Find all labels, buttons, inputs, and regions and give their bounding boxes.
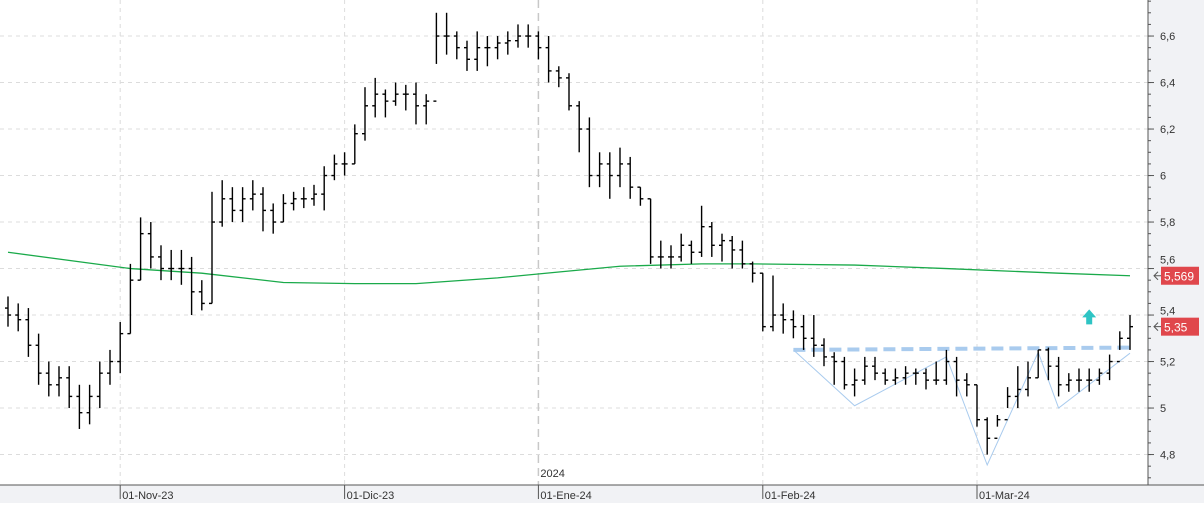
- y-tick-label: 4,8: [1160, 450, 1175, 462]
- y-tick-label: 6: [1160, 171, 1166, 183]
- y-tick-label: 6,2: [1160, 124, 1175, 136]
- y-tick-label: 6,4: [1160, 78, 1175, 90]
- x-tick-label: 01-Mar-24: [979, 490, 1030, 502]
- y-tick-label: 5,6: [1160, 255, 1175, 267]
- y-tick-label: 5,2: [1160, 357, 1175, 369]
- ma-value-label: 5,569: [1164, 270, 1194, 284]
- y-tick-label: 5,8: [1160, 217, 1175, 229]
- ohlc-bars: [5, 12, 1133, 455]
- pattern-outline: [793, 349, 1131, 467]
- x-axis-panel[interactable]: [0, 485, 1204, 503]
- moving-average: [7, 251, 1131, 285]
- y-tick-label: 5,4: [1160, 306, 1175, 318]
- x-tick-label: 01-Nov-23: [122, 490, 173, 502]
- last-price-label-bg: [1161, 317, 1199, 336]
- neckline: [793, 345, 1131, 352]
- last-price-label: 5,35: [1164, 321, 1188, 335]
- pattern-lines: [793, 345, 1131, 467]
- price-tags: 5,569 5,35: [1153, 266, 1199, 336]
- x-tick-label: 01-Dic-23: [347, 490, 395, 502]
- price-pointer-icon: [1153, 322, 1161, 332]
- x-tick-label: 01-Feb-24: [765, 490, 816, 502]
- x-tick-label: 01-Ene-24: [540, 490, 591, 502]
- moving-average-line: [7, 251, 1131, 285]
- y-tick-label: 5: [1160, 403, 1166, 415]
- y-axis-panel[interactable]: [1148, 0, 1204, 503]
- y-tick-label: 6,6: [1160, 31, 1175, 43]
- year-label: 2024: [540, 468, 564, 480]
- ma-value-label-bg: [1161, 266, 1199, 285]
- grid: [0, 0, 1148, 485]
- price-pointer-icon: [1153, 271, 1161, 281]
- arrow-up-icon: [1082, 309, 1097, 325]
